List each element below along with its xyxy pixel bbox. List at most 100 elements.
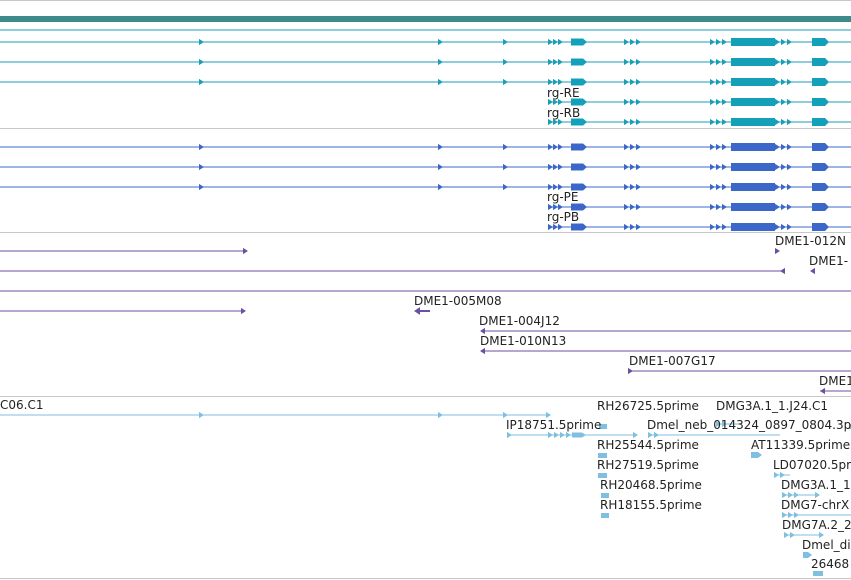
- exon: [751, 452, 762, 458]
- est-label[interactable]: 26468: [811, 557, 849, 571]
- exon: [731, 58, 775, 66]
- exon: [731, 78, 775, 86]
- strand-arrow-icon: [636, 163, 641, 171]
- est-block: [849, 424, 851, 429]
- strand-arrow-icon: [636, 98, 641, 106]
- strand-arrow-icon: [199, 163, 204, 171]
- strand-arrow-icon: [819, 531, 824, 539]
- strand-arrow-icon: [624, 183, 629, 191]
- transcript-label[interactable]: rg-PB: [547, 210, 579, 224]
- strand-arrow-icon: [199, 38, 204, 46]
- clone-label[interactable]: DME1-012N: [775, 234, 846, 248]
- clone-label[interactable]: DME1: [819, 374, 851, 388]
- strand-arrow-icon: [503, 183, 508, 191]
- strand-arrow-icon: [553, 78, 558, 86]
- strand-arrow-icon: [781, 183, 786, 191]
- est-label[interactable]: RH18155.5prime: [600, 498, 702, 512]
- strand-arrow-icon: [810, 267, 815, 275]
- strand-arrow-icon: [554, 431, 559, 439]
- strand-arrow-icon: [628, 367, 633, 375]
- est-label[interactable]: AT11339.5prime: [751, 438, 850, 452]
- clone-label[interactable]: DME1-004J12: [479, 314, 560, 328]
- strand-arrow-icon: [716, 163, 721, 171]
- strand-arrow-icon: [630, 98, 635, 106]
- exon: [731, 98, 775, 106]
- strand-arrow-icon: [775, 223, 780, 231]
- strand-arrow-icon: [722, 183, 727, 191]
- strand-arrow-icon: [787, 98, 792, 106]
- strand-arrow-icon: [548, 163, 553, 171]
- exon: [731, 38, 775, 46]
- strand-arrow-icon: [480, 347, 485, 355]
- strand-arrow-icon: [548, 38, 553, 46]
- est-label[interactable]: DMG7A.2_2: [782, 518, 851, 532]
- strand-arrow-icon: [722, 78, 727, 86]
- strand-arrow-icon: [624, 78, 629, 86]
- strand-arrow-icon: [787, 223, 792, 231]
- exon: [571, 143, 587, 151]
- strand-arrow-icon: [722, 143, 727, 151]
- strand-arrow-icon: [630, 143, 635, 151]
- strand-arrow-icon: [548, 431, 553, 439]
- strand-arrow-icon: [716, 58, 721, 66]
- exon: [731, 223, 775, 231]
- strand-arrow-icon: [624, 98, 629, 106]
- transcript-label[interactable]: rg-PE: [547, 190, 579, 204]
- strand-arrow-icon: [630, 78, 635, 86]
- est-label[interactable]: DMG7-chrX: [781, 498, 849, 512]
- strand-arrow-icon: [548, 118, 553, 126]
- est-label[interactable]: LD07020.5prime: [773, 458, 851, 472]
- exon: [731, 203, 775, 211]
- strand-arrow-icon: [787, 183, 792, 191]
- strand-arrow-icon: [553, 183, 558, 191]
- est-label[interactable]: RH25544.5prime: [597, 438, 699, 452]
- transcript-label[interactable]: rg-RE: [547, 86, 580, 100]
- est-label[interactable]: C06.C1: [0, 398, 43, 412]
- est-label[interactable]: RH27519.5prime: [597, 458, 699, 472]
- strand-arrow-icon: [480, 327, 485, 335]
- clone-label[interactable]: DME1-005M08: [414, 294, 502, 308]
- strand-arrow-icon: [199, 183, 204, 191]
- strand-arrow-icon: [787, 163, 792, 171]
- est-label[interactable]: Dmel_dig: [802, 538, 851, 552]
- est-label[interactable]: DMG3A.1_1: [781, 478, 851, 492]
- strand-arrow-icon: [710, 163, 715, 171]
- strand-arrow-icon: [781, 58, 786, 66]
- strand-arrow-icon: [722, 98, 727, 106]
- strand-arrow-icon: [710, 58, 715, 66]
- strand-arrow-icon: [781, 143, 786, 151]
- est-label[interactable]: RH26725.5prime: [597, 399, 699, 413]
- est-label[interactable]: DMG3A.1_1.J24.C1: [716, 399, 828, 413]
- strand-arrow-icon: [548, 223, 553, 231]
- strand-arrow-icon: [775, 98, 780, 106]
- strand-arrow-icon: [716, 38, 721, 46]
- strand-arrow-icon: [438, 143, 443, 151]
- strand-arrow-icon: [438, 411, 443, 419]
- strand-arrow-icon: [780, 267, 785, 275]
- est-label[interactable]: RH20468.5prime: [600, 478, 702, 492]
- clone-label[interactable]: DME1-: [809, 254, 848, 268]
- strand-arrow-icon: [722, 38, 727, 46]
- strand-arrow-icon: [553, 143, 558, 151]
- strand-arrow-icon: [775, 38, 780, 46]
- clone-label[interactable]: DME1-007G17: [629, 354, 716, 368]
- strand-arrow-icon: [716, 143, 721, 151]
- strand-arrow-icon: [558, 38, 563, 46]
- strand-arrow-icon: [781, 98, 786, 106]
- strand-arrow-icon: [630, 38, 635, 46]
- strand-arrow-icon: [199, 58, 204, 66]
- est-label[interactable]: Dmel_neb_014324_0897_0804.3p: [647, 418, 851, 432]
- strand-arrow-icon: [787, 203, 792, 211]
- strand-arrow-icon: [624, 118, 629, 126]
- strand-arrow-icon: [716, 183, 721, 191]
- strand-arrow-icon: [630, 118, 635, 126]
- clone-label[interactable]: DME1-010N13: [480, 334, 566, 348]
- exon: [812, 203, 829, 211]
- exon: [812, 143, 829, 151]
- strand-arrow-icon: [775, 183, 780, 191]
- transcript-label[interactable]: rg-RB: [547, 106, 580, 120]
- strand-arrow-icon: [630, 163, 635, 171]
- est-label[interactable]: IP18751.5prime: [506, 418, 601, 432]
- strand-arrow-icon: [787, 38, 792, 46]
